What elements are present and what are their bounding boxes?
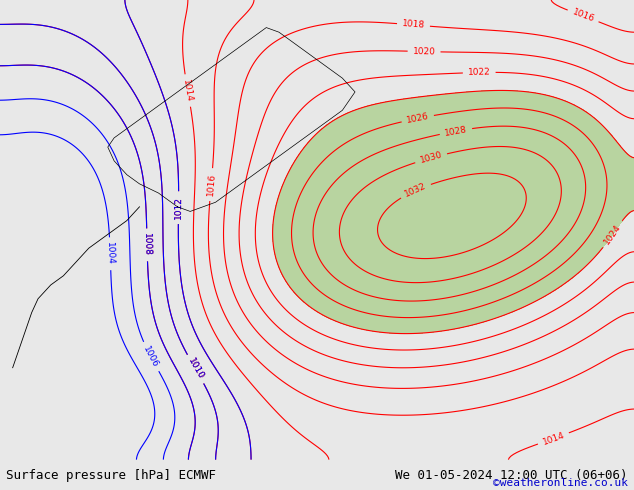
Text: 1024: 1024 bbox=[602, 222, 623, 246]
Text: 1032: 1032 bbox=[403, 182, 428, 199]
Text: 1008: 1008 bbox=[142, 233, 152, 256]
Text: 1016: 1016 bbox=[205, 172, 217, 196]
Text: We 01-05-2024 12:00 UTC (06+06): We 01-05-2024 12:00 UTC (06+06) bbox=[395, 469, 628, 482]
Text: ©weatheronline.co.uk: ©weatheronline.co.uk bbox=[493, 478, 628, 489]
Text: 1012: 1012 bbox=[174, 196, 183, 219]
Text: 1028: 1028 bbox=[444, 125, 468, 138]
Text: 1030: 1030 bbox=[418, 150, 443, 165]
Text: 1018: 1018 bbox=[402, 20, 425, 30]
Text: 1008: 1008 bbox=[142, 233, 152, 256]
Text: 1020: 1020 bbox=[413, 47, 436, 56]
Text: 1010: 1010 bbox=[186, 357, 205, 381]
Text: 1016: 1016 bbox=[571, 8, 595, 24]
Text: 1026: 1026 bbox=[406, 112, 430, 125]
Text: 1006: 1006 bbox=[141, 344, 160, 369]
Text: 1014: 1014 bbox=[541, 430, 566, 446]
Text: 1004: 1004 bbox=[105, 242, 115, 266]
Text: 1014: 1014 bbox=[181, 78, 194, 102]
Text: 1012: 1012 bbox=[174, 196, 183, 219]
Text: Surface pressure [hPa] ECMWF: Surface pressure [hPa] ECMWF bbox=[6, 469, 216, 482]
Text: 1010: 1010 bbox=[186, 357, 205, 381]
Text: 1022: 1022 bbox=[468, 68, 491, 77]
